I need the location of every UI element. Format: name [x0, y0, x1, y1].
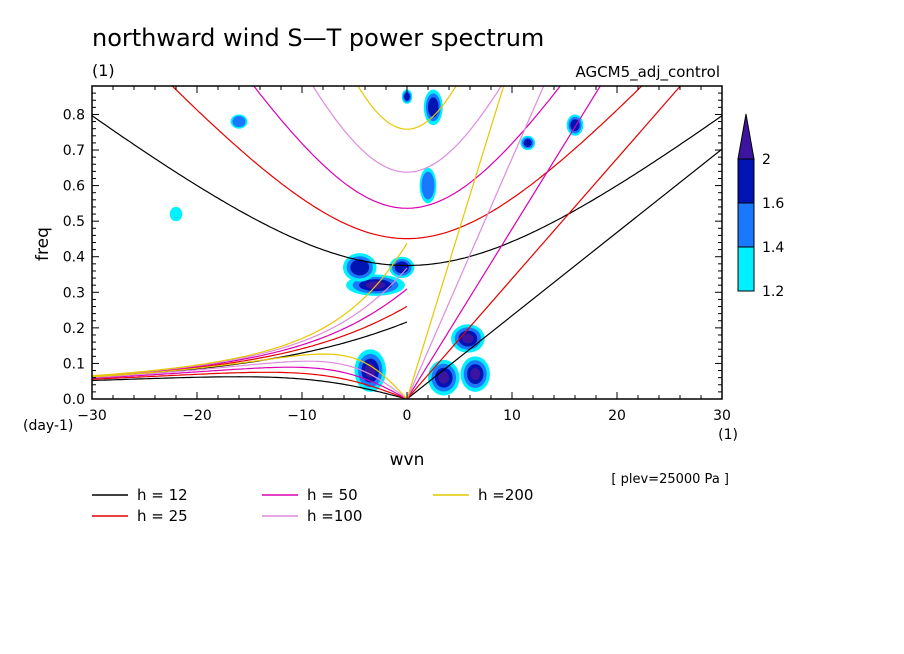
x-axis-unit: (1) [718, 427, 738, 443]
shaded-region-1-level-3 [350, 259, 370, 276]
shaded-region-11-level-1 [169, 206, 183, 222]
ig-curve-h100 [312, 86, 502, 173]
y-axis-label: freq [33, 227, 53, 261]
shaded-region-13-level-2 [232, 116, 246, 128]
colorbar-label: 2 [762, 152, 771, 168]
kelvin-curve-h200 [406, 86, 505, 399]
rossby-curve-h25 [92, 371, 408, 399]
legend-label: h =100 [307, 507, 362, 525]
legend-label: h = 25 [137, 507, 188, 525]
y-tick-label: 0.5 [63, 214, 85, 230]
legend: h = 12 h = 25 h = 50 h =100 h =200 [92, 486, 533, 525]
rossby-curve-h12 [92, 376, 408, 399]
colorbar-segment [737, 246, 755, 292]
colorbar-segment [737, 158, 755, 204]
y-tick-label: 0.4 [63, 250, 85, 266]
y-tick-label: 0.0 [63, 392, 85, 408]
x-axis: −30 −20 −10 0 10 20 30 [77, 86, 731, 424]
shaded-region-0-level-4 [365, 281, 386, 289]
y-tick-label: 0.7 [63, 143, 85, 159]
y-axis: 0.0 0.1 0.2 0.3 0.4 0.5 0.6 0.7 0.8 [63, 85, 722, 408]
rossby-curve-h200 [92, 353, 408, 399]
ig-curve-h200 [357, 86, 457, 130]
ig-curve-h25 [171, 86, 643, 240]
y-tick-label: 0.3 [63, 285, 85, 301]
ig-curve-h50 [253, 86, 562, 209]
x-tick-label: −20 [182, 408, 212, 424]
mrg-curve-h200 [92, 242, 408, 377]
footer-note: [ plev=25000 Pa ] [611, 472, 729, 487]
colorbar-label: 1.6 [762, 196, 784, 212]
ig-curve-h12 [92, 115, 722, 267]
dispersion-curves [92, 86, 722, 399]
colorbar-label: 1.2 [762, 284, 784, 300]
shaded-region-12-level-3 [404, 92, 410, 101]
shaded-region-10-level-3 [523, 138, 532, 147]
colorbar-extend-arrow [737, 113, 755, 160]
title-unit: (1) [92, 61, 115, 80]
x-tick-label: 20 [608, 408, 626, 424]
rossby-curve-h50 [92, 366, 408, 399]
kelvin-curve-h25 [406, 86, 682, 399]
kelvin-curve-h100 [406, 86, 545, 399]
shaded-region-8-level-3 [427, 97, 439, 118]
kelvin-curve-h12 [406, 148, 722, 399]
y-tick-label: 0.1 [63, 356, 85, 372]
shaded-region-6-level-4 [470, 368, 481, 381]
chart-title: northward wind S—T power spectrum [92, 24, 544, 52]
x-tick-label: −10 [287, 408, 317, 424]
colorbar-segment [737, 202, 755, 248]
shaded-region-4-level-4 [438, 371, 450, 384]
x-tick-label: 10 [503, 408, 521, 424]
x-axis-label: wvn [390, 450, 425, 470]
run-label: AGCM5_adj_control [576, 63, 720, 82]
colorbar-label: 1.4 [762, 240, 784, 256]
rossby-curve-h100 [92, 360, 408, 399]
x-tick-label: 30 [713, 408, 731, 424]
power-shading [169, 89, 584, 396]
y-tick-label: 0.8 [63, 107, 85, 123]
kelvin-curve-h50 [406, 86, 601, 399]
shaded-region-5-level-4 [462, 333, 474, 344]
y-axis-unit: (day-1) [23, 418, 73, 434]
y-tick-label: 0.6 [63, 179, 85, 195]
x-tick-label: 0 [403, 408, 412, 424]
y-tick-label: 0.2 [63, 321, 85, 337]
legend-label: h = 50 [307, 486, 358, 504]
plot-frame [91, 85, 723, 400]
x-tick-label: −30 [77, 408, 107, 424]
shaded-region-7-level-2 [421, 171, 435, 200]
colorbar: 1.2 1.4 1.6 2 [737, 113, 784, 300]
legend-label: h =200 [478, 486, 533, 504]
legend-label: h = 12 [137, 486, 188, 504]
shaded-region-2-level-3 [394, 261, 409, 274]
